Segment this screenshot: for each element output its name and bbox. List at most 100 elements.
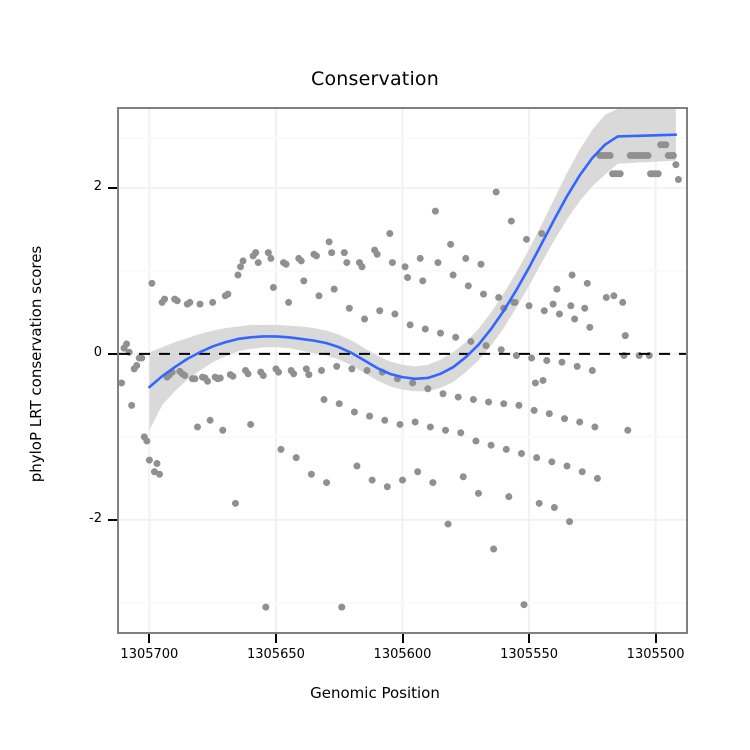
x-tick-mark — [401, 634, 404, 643]
data-point — [654, 170, 662, 178]
x-tick-label: 1305600 — [373, 647, 432, 662]
data-point — [555, 310, 563, 318]
data-point — [449, 271, 457, 279]
data-point — [323, 479, 331, 487]
data-point — [553, 285, 561, 293]
data-point — [315, 292, 323, 300]
data-point — [277, 445, 285, 453]
data-point — [442, 426, 450, 434]
data-point — [566, 518, 574, 526]
data-point — [576, 418, 584, 426]
data-point — [366, 412, 374, 420]
data-point — [586, 323, 594, 331]
data-point — [662, 141, 670, 149]
data-point — [419, 277, 427, 285]
data-point — [610, 292, 618, 300]
data-point — [229, 372, 237, 380]
data-point — [548, 458, 556, 466]
data-point — [567, 302, 575, 310]
data-point — [497, 346, 505, 354]
data-point — [409, 379, 417, 387]
data-point — [644, 151, 652, 159]
data-point — [429, 479, 437, 487]
data-point — [148, 279, 156, 287]
data-point — [224, 290, 232, 298]
y-tick-mark — [108, 518, 117, 521]
data-point — [307, 470, 315, 478]
data-point — [274, 368, 282, 376]
data-point — [206, 416, 214, 424]
data-point — [252, 249, 260, 257]
page-title: Conservation — [310, 68, 439, 90]
data-point — [602, 293, 610, 301]
data-point — [507, 217, 515, 225]
data-point — [363, 367, 371, 374]
data-point — [593, 474, 601, 482]
data-point — [616, 170, 624, 178]
data-point — [269, 283, 277, 291]
data-point — [343, 259, 351, 267]
y-tick-mark — [108, 352, 117, 355]
grid-lines — [119, 109, 686, 632]
data-point — [335, 400, 343, 408]
data-point — [444, 520, 452, 528]
data-point — [436, 329, 444, 337]
x-tick-label: 1305500 — [626, 647, 685, 662]
data-point — [467, 337, 475, 345]
data-point — [348, 365, 356, 373]
data-point — [495, 293, 503, 301]
data-point — [145, 456, 153, 464]
data-point — [535, 499, 543, 507]
data-point — [388, 259, 396, 267]
data-point — [531, 379, 539, 387]
plot-canvas — [119, 109, 686, 632]
data-point — [523, 235, 531, 243]
x-tick-mark — [654, 634, 657, 643]
data-point — [545, 410, 553, 418]
data-point — [219, 426, 227, 434]
data-point — [340, 249, 348, 257]
data-point — [300, 277, 308, 285]
data-point — [173, 297, 181, 305]
data-point — [196, 300, 204, 308]
data-point — [563, 462, 571, 470]
data-point — [297, 257, 305, 265]
data-point — [396, 420, 404, 428]
data-point — [464, 282, 472, 290]
data-point — [431, 207, 439, 215]
data-point — [424, 385, 432, 393]
data-point — [231, 499, 239, 507]
data-point — [530, 406, 538, 414]
data-point — [520, 601, 528, 609]
data-point — [454, 393, 462, 401]
data-point — [320, 396, 328, 404]
data-point — [674, 176, 682, 184]
data-point — [457, 429, 465, 437]
y-tick-label: 0 — [93, 344, 102, 360]
data-point — [669, 151, 677, 159]
data-point — [528, 354, 536, 362]
data-point — [619, 298, 627, 306]
x-tick-label: 1305550 — [500, 647, 559, 662]
data-point — [512, 352, 520, 360]
data-point — [325, 238, 333, 246]
data-point — [353, 462, 361, 470]
y-tick-label: 2 — [93, 178, 102, 194]
data-point — [487, 441, 495, 449]
data-point — [672, 161, 680, 169]
data-point — [361, 315, 369, 323]
data-point — [505, 493, 513, 501]
data-point — [156, 470, 163, 478]
data-point — [568, 271, 576, 279]
data-point — [543, 357, 551, 365]
data-point — [350, 408, 358, 416]
data-point — [538, 230, 546, 238]
data-point — [282, 260, 290, 268]
data-point — [209, 298, 217, 306]
data-point — [138, 354, 146, 362]
data-point — [573, 362, 581, 370]
data-point — [426, 423, 434, 431]
data-point — [588, 367, 596, 374]
data-point — [305, 371, 313, 379]
data-point — [517, 450, 525, 458]
